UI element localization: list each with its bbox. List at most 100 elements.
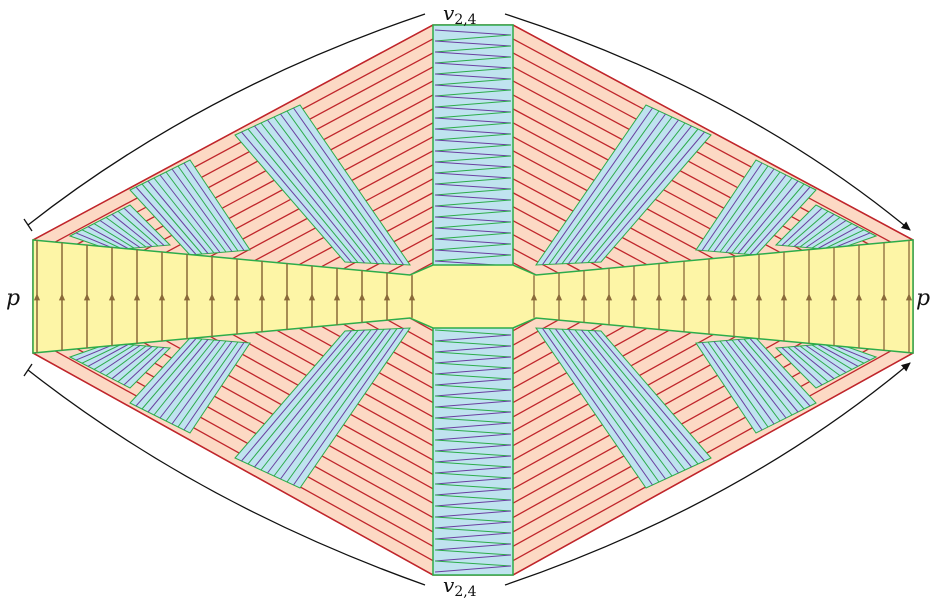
- mesh-edge: [799, 345, 841, 377]
- zigzag-edge: [434, 210, 512, 218]
- zigzag-edge: [434, 477, 512, 485]
- mesh-edge: [123, 347, 165, 386]
- mesh-edge: [241, 131, 352, 263]
- zigzag-edge: [434, 400, 512, 408]
- mesh-edge: [817, 226, 859, 249]
- mesh-edge: [93, 223, 135, 249]
- zigzag-edge: [434, 188, 512, 196]
- zigzag-edge: [434, 549, 512, 556]
- mesh-edge: [177, 341, 239, 428]
- mesh-edge: [159, 174, 221, 253]
- mesh-edge: [247, 330, 359, 465]
- mesh-edge: [574, 329, 686, 471]
- mesh-edge: [781, 207, 823, 246]
- mesh-edge: [587, 330, 699, 465]
- mesh-edge: [581, 125, 692, 264]
- top-vertical-strip: [432, 24, 514, 274]
- mesh-edge: [81, 229, 123, 250]
- zigzag-edge: [434, 560, 512, 567]
- zigzag-edge: [434, 384, 512, 391]
- blue-band: [129, 337, 251, 434]
- zigzag-edge: [434, 111, 512, 119]
- bottom-left-bracket: [23, 363, 426, 586]
- mesh-edge: [548, 110, 660, 265]
- zigzag-edge: [434, 249, 512, 256]
- mesh-edge: [737, 339, 799, 413]
- zigzag-edge: [434, 216, 512, 223]
- mesh-edge: [153, 177, 215, 254]
- mesh-edge: [273, 116, 385, 265]
- zigzag-edge: [434, 34, 512, 42]
- mesh-edge: [787, 346, 829, 383]
- zigzag-edge: [434, 406, 512, 413]
- zigzag-edge: [434, 117, 512, 124]
- mesh-edge: [707, 341, 769, 428]
- blue-band: [129, 159, 251, 256]
- mesh-edge: [594, 131, 705, 263]
- mesh-edge: [737, 180, 799, 254]
- mesh-edge: [749, 338, 811, 407]
- zigzag-edge: [434, 227, 512, 234]
- mesh-edge: [273, 328, 385, 477]
- mesh-edge: [555, 113, 666, 265]
- zigzag-edge: [434, 422, 512, 430]
- mesh-edge: [105, 345, 147, 377]
- zigzag-edge: [434, 62, 512, 69]
- mesh-edge: [293, 107, 404, 265]
- mesh-edge: [141, 183, 203, 255]
- mesh-edge: [561, 116, 673, 265]
- mesh-edge: [81, 343, 123, 364]
- red-edge: [512, 24, 914, 241]
- zigzag-edge: [434, 367, 512, 375]
- zigzag-edge: [434, 144, 512, 152]
- mesh-edge: [568, 329, 679, 474]
- zigzag-edge: [434, 362, 512, 369]
- mesh-edge: [93, 344, 135, 370]
- zigzag-edge: [434, 73, 512, 80]
- zigzag-edge: [434, 166, 512, 174]
- zigzag-edge: [434, 161, 512, 168]
- mesh-edge: [781, 347, 823, 386]
- mesh-edge: [135, 338, 197, 407]
- mesh-edge: [123, 207, 165, 246]
- right-label: p: [916, 286, 930, 311]
- mesh-edge: [707, 165, 769, 252]
- mesh-edge: [254, 329, 365, 468]
- mesh-edge: [725, 174, 787, 253]
- mesh-edge: [171, 168, 233, 252]
- zigzag-edge: [434, 51, 512, 58]
- mesh-edge: [147, 339, 209, 413]
- zigzag-edge: [434, 329, 512, 336]
- mesh-edge: [254, 125, 365, 264]
- mesh-edge: [286, 328, 398, 483]
- mesh-edge: [267, 119, 378, 264]
- strip-zigzag-edges: [434, 29, 512, 573]
- zigzag-edge: [434, 510, 512, 518]
- mesh-edge: [548, 328, 660, 483]
- mesh-edge: [171, 341, 233, 425]
- red-edge: [32, 24, 434, 241]
- mesh-edge: [247, 128, 359, 263]
- mesh-edge: [581, 329, 692, 468]
- zigzag-edge: [434, 543, 512, 551]
- mesh-edge: [725, 340, 787, 419]
- mesh-edge: [241, 330, 352, 462]
- mesh-edge: [183, 342, 245, 431]
- mesh-edge: [147, 180, 209, 254]
- zigzag-edge: [434, 433, 512, 441]
- zigzag-edge: [434, 221, 512, 229]
- mesh-edge: [117, 346, 159, 383]
- zigzag-edge: [434, 78, 512, 86]
- blue-bands: [68, 104, 878, 489]
- blue-band: [695, 337, 817, 434]
- red-edge: [512, 319, 559, 346]
- mesh-edge: [280, 328, 391, 480]
- mesh-edge: [293, 328, 404, 486]
- mesh-edge: [701, 162, 763, 251]
- zigzag-edge: [434, 133, 512, 141]
- mesh-edge: [811, 223, 853, 249]
- zigzag-edge: [434, 194, 512, 201]
- mesh-edge: [749, 186, 811, 255]
- zigzag-edge: [434, 155, 512, 163]
